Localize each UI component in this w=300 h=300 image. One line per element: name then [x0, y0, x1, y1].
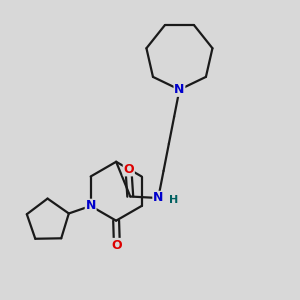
Text: H: H: [169, 195, 178, 205]
Text: O: O: [124, 163, 134, 176]
Text: N: N: [85, 200, 96, 212]
Text: N: N: [174, 83, 184, 96]
Text: N: N: [153, 191, 164, 205]
Text: O: O: [111, 238, 122, 252]
